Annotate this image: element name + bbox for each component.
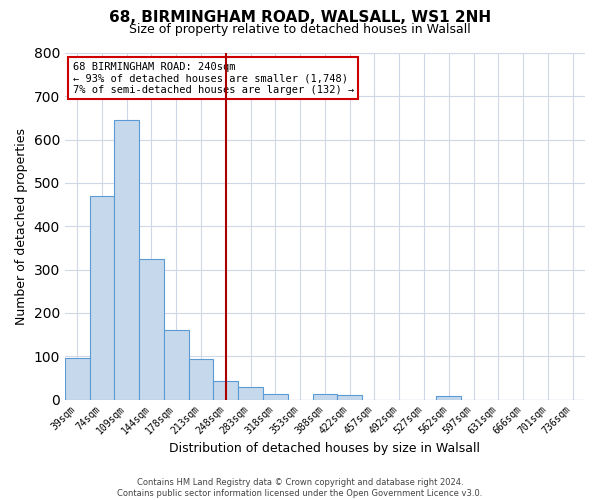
Text: 68 BIRMINGHAM ROAD: 240sqm
← 93% of detached houses are smaller (1,748)
7% of se: 68 BIRMINGHAM ROAD: 240sqm ← 93% of deta…	[73, 62, 354, 95]
Bar	[89, 196, 115, 400]
X-axis label: Distribution of detached houses by size in Walsall: Distribution of detached houses by size …	[169, 442, 481, 455]
Bar	[436, 396, 461, 400]
Bar	[115, 120, 139, 400]
Bar	[238, 388, 263, 400]
Text: 68, BIRMINGHAM ROAD, WALSALL, WS1 2NH: 68, BIRMINGHAM ROAD, WALSALL, WS1 2NH	[109, 10, 491, 25]
Text: Size of property relative to detached houses in Walsall: Size of property relative to detached ho…	[129, 22, 471, 36]
Y-axis label: Number of detached properties: Number of detached properties	[15, 128, 28, 325]
Bar	[337, 396, 362, 400]
Bar	[188, 360, 214, 400]
Bar	[164, 330, 188, 400]
Bar	[139, 259, 164, 400]
Bar	[214, 381, 238, 400]
Bar	[313, 394, 337, 400]
Bar	[263, 394, 288, 400]
Bar	[65, 358, 89, 400]
Text: Contains HM Land Registry data © Crown copyright and database right 2024.
Contai: Contains HM Land Registry data © Crown c…	[118, 478, 482, 498]
